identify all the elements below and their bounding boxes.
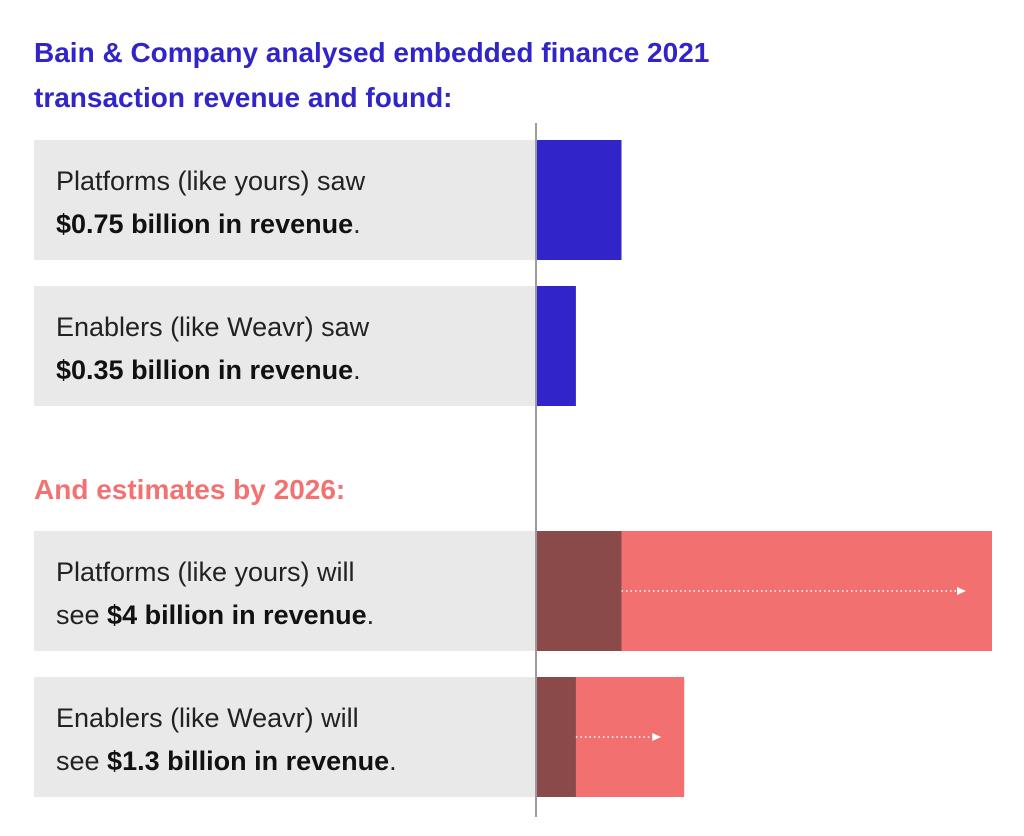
bar-base-2026-1 bbox=[536, 677, 576, 797]
label-pre: see bbox=[56, 746, 108, 776]
label-value: $4 billion in revenue bbox=[107, 600, 367, 630]
label-line: Enablers (like Weavr) will bbox=[56, 703, 359, 733]
bar-base-2026-0 bbox=[536, 531, 622, 651]
bar-2021-1 bbox=[536, 286, 576, 406]
label-box-enablers-2021: Enablers (like Weavr) saw $0.35 billion i… bbox=[34, 286, 535, 406]
baseline-axis bbox=[535, 123, 537, 817]
label-line: Platforms (like yours) saw bbox=[56, 166, 366, 196]
label-pre: see bbox=[56, 600, 108, 630]
label-value: $0.35 billion in revenue bbox=[56, 355, 354, 385]
label-post: . bbox=[389, 746, 397, 776]
label-value: $0.75 billion in revenue bbox=[56, 209, 354, 239]
growth-arrow-head-icon bbox=[652, 733, 662, 741]
label-line: Enablers (like Weavr) saw bbox=[56, 312, 370, 342]
label-box-platforms-2021: Platforms (like yours) saw $0.75 billion … bbox=[34, 140, 535, 260]
chart-subtitle: And estimates by 2026: bbox=[34, 474, 346, 505]
label-line: Platforms (like yours) will bbox=[56, 557, 355, 587]
label-post: . bbox=[353, 355, 361, 385]
growth-arrow-head-icon bbox=[957, 587, 966, 595]
chart-title: Bain & Company analysed embedded finance… bbox=[34, 37, 710, 113]
label-post: . bbox=[353, 209, 361, 239]
label-post: . bbox=[366, 600, 375, 630]
label-box-platforms-2026: Platforms (like yours) will see $4 billio… bbox=[34, 531, 535, 651]
label-box-enablers-2026: Enablers (like Weavr) will see $1.3 billi… bbox=[34, 677, 535, 797]
label-value: $1.3 billion in revenue bbox=[107, 746, 390, 776]
bar-2021-0 bbox=[536, 140, 622, 260]
